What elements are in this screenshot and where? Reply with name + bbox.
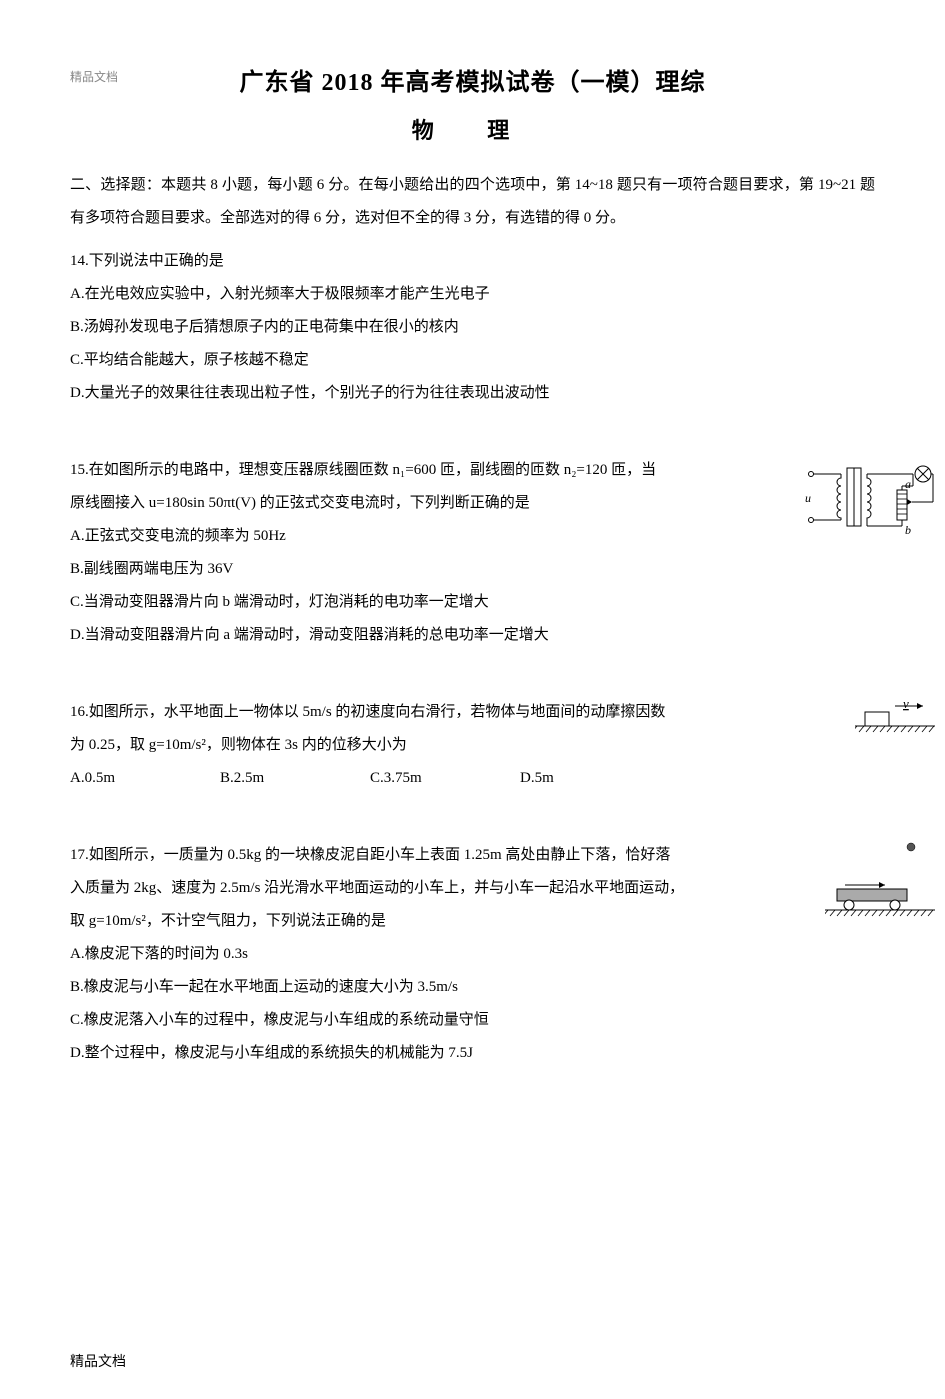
footer-watermark: 精品文档 [70,1351,126,1371]
q14-stem: 14.下列说法中正确的是 [70,245,875,278]
question-16: v 16.如图所示，水平地面上一物体以 5m/s 的初速度向右滑行，若物体与地面… [70,696,875,795]
question-17: 17.如图所示，一质量为 0.5kg 的一块橡皮泥自距小车上表面 1.25m 高… [70,839,875,1070]
q15-diagram: u a [805,454,935,540]
q16-option-a: A.0.5m [70,762,220,795]
q16-option-d: D.5m [520,762,670,795]
q14-option-b: B.汤姆孙发现电子后猜想原子内的正电荷集中在很小的核内 [70,311,875,344]
q15-stem-line2: 原线圈接入 u=180sin 50πt(V) 的正弦式交变电流时，下列判断正确的… [70,487,875,520]
q15-stem-line1: 15.在如图所示的电路中，理想变压器原线圈匝数 n₁=600 匝，副线圈的匝数 … [70,454,875,487]
q17-stem-line3: 取 g=10m/s²，不计空气阻力，下列说法正确的是 [70,905,875,938]
q14-option-d: D.大量光子的效果往往表现出粒子性，个别光子的行为往往表现出波动性 [70,377,875,410]
q15-option-d: D.当滑动变阻器滑片向 a 端滑动时，滑动变阻器消耗的总电功率一定增大 [70,619,875,652]
question-14: 14.下列说法中正确的是 A.在光电效应实验中，入射光频率大于极限频率才能产生光… [70,245,875,410]
q16-stem-line1: 16.如图所示，水平地面上一物体以 5m/s 的初速度向右滑行，若物体与地面间的… [70,696,875,729]
main-title: 广东省 2018 年高考模拟试卷（一模）理综 [70,62,875,97]
section-instructions: 二、选择题：本题共 8 小题，每小题 6 分。在每小题给出的四个选项中，第 14… [70,169,875,235]
q16-stem-line2: 为 0.25，取 g=10m/s²，则物体在 3s 内的位移大小为 [70,729,875,762]
svg-text:v: v [903,698,909,711]
q14-option-a: A.在光电效应实验中，入射光频率大于极限频率才能产生光电子 [70,278,875,311]
header-watermark: 精品文档 [70,68,118,85]
q17-option-d: D.整个过程中，橡皮泥与小车组成的系统损失的机械能为 7.5J [70,1037,875,1070]
q17-stem-line2: 入质量为 2kg、速度为 2.5m/s 沿光滑水平地面运动的小车上，并与小车一起… [70,872,875,905]
svg-text:a: a [905,477,911,491]
svg-text:b: b [905,523,911,537]
q16-options-row: A.0.5m B.2.5m C.3.75m D.5m [70,762,875,795]
q15-option-b: B.副线圈两端电压为 36V [70,553,875,586]
svg-text:u: u [805,491,811,505]
q14-option-c: C.平均结合能越大，原子核越不稳定 [70,344,875,377]
q15-option-c: C.当滑动变阻器滑片向 b 端滑动时，灯泡消耗的电功率一定增大 [70,586,875,619]
sub-title: 物 理 [70,113,875,145]
q17-diagram [825,839,935,919]
q17-option-b: B.橡皮泥与小车一起在水平地面上运动的速度大小为 3.5m/s [70,971,875,1004]
q16-diagram: v [855,698,935,738]
q17-option-a: A.橡皮泥下落的时间为 0.3s [70,938,875,971]
q16-option-b: B.2.5m [220,762,370,795]
q15-option-a: A.正弦式交变电流的频率为 50Hz [70,520,875,553]
q17-option-c: C.橡皮泥落入小车的过程中，橡皮泥与小车组成的系统动量守恒 [70,1004,875,1037]
question-15: u a [70,454,875,652]
q16-option-c: C.3.75m [370,762,520,795]
q17-stem-line1: 17.如图所示，一质量为 0.5kg 的一块橡皮泥自距小车上表面 1.25m 高… [70,839,875,872]
